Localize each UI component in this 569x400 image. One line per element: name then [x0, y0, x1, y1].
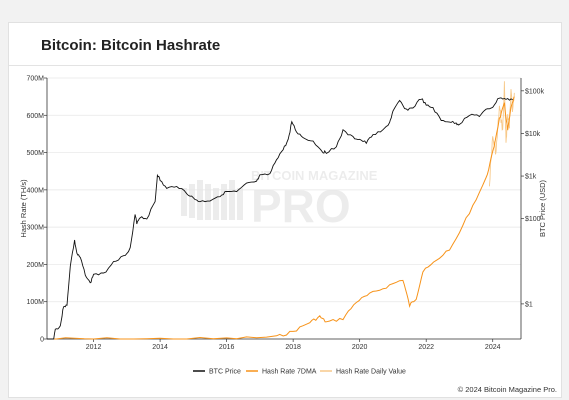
series-hash-7dma-line: [47, 96, 515, 340]
watermark-line2: PRO: [251, 180, 351, 232]
x-tick-label: 2014: [152, 344, 168, 351]
y-tick-label: 700M: [26, 76, 44, 83]
legend-label: Hash Rate 7DMA: [262, 369, 317, 376]
y-axis-ticks: 0 100M 200M 300M 400M 500M 600M 700M: [26, 76, 47, 344]
y-tick-label: 500M: [26, 150, 44, 157]
y-tick-label: 600M: [26, 113, 44, 120]
x-tick-label: 2024: [485, 344, 501, 351]
y2-tick-label: $100: [525, 216, 541, 223]
x-tick-label: 2016: [219, 344, 235, 351]
legend: BTC Price Hash Rate 7DMA Hash Rate Daily V…: [193, 369, 406, 376]
page-title: Bitcoin: Bitcoin Hashrate: [41, 37, 221, 54]
series-btc-price-line: [47, 97, 513, 340]
y2-tick-label: $1k: [525, 174, 537, 181]
y-tick-label: 0: [40, 337, 44, 344]
x-tick-label: 2022: [418, 344, 434, 351]
series-hash-daily-line: [488, 81, 515, 187]
watermark-line1: BITCOIN MAGAZINE: [251, 168, 378, 183]
copyright-text: © 2024 Bitcoin Magazine Pro.: [457, 385, 557, 394]
y-tick-label: 400M: [26, 187, 44, 194]
y2-tick-label: $1: [525, 301, 533, 308]
y2-tick-label: $100k: [525, 88, 545, 95]
y-tick-label: 100M: [26, 299, 44, 306]
y-tick-label: 300M: [26, 225, 44, 232]
y2-axis-title: BTC Price (USD): [538, 179, 547, 237]
x-axis-ticks: 2012 2014 2016 2018 2020 2022 2024: [86, 339, 501, 351]
x-tick-label: 2020: [352, 344, 368, 351]
y-axis-title: Hash Rate (TH/s): [19, 179, 28, 238]
legend-label: Hash Rate Daily Value: [336, 369, 406, 376]
y-tick-label: 200M: [26, 262, 44, 269]
title-divider: [9, 65, 561, 66]
watermark: BITCOIN MAGAZINE PRO: [181, 168, 378, 232]
y2-tick-label: $10k: [525, 131, 541, 138]
y2-axis-ticks: $1 $100 $1k $10k $100k: [521, 88, 545, 308]
series-lines: [47, 81, 515, 340]
x-tick-label: 2012: [86, 344, 102, 351]
legend-label: BTC Price: [209, 369, 241, 376]
x-tick-label: 2018: [285, 344, 301, 351]
watermark-logo-icon: [181, 180, 243, 220]
